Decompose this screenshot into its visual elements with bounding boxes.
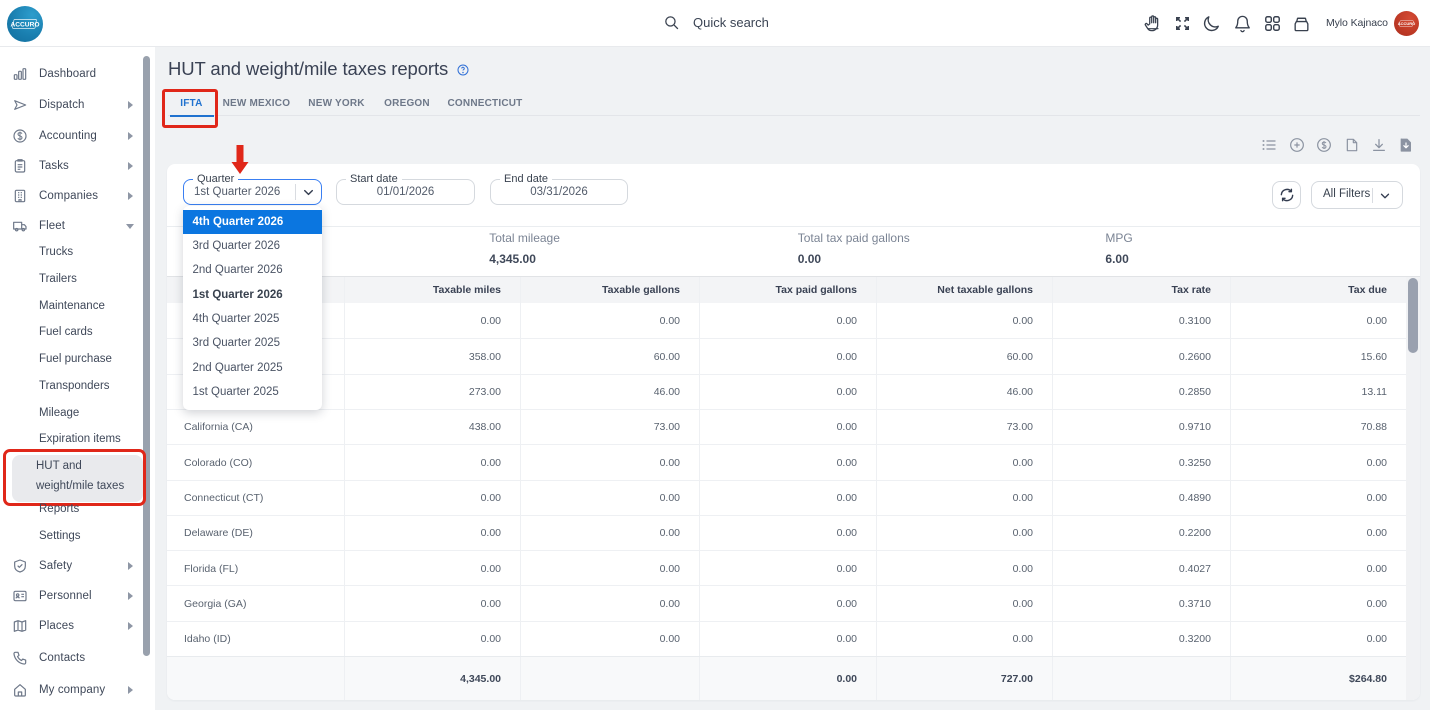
svg-text:ACCURO: ACCURO	[1398, 21, 1416, 26]
svg-text:ACCURO: ACCURO	[11, 22, 40, 29]
